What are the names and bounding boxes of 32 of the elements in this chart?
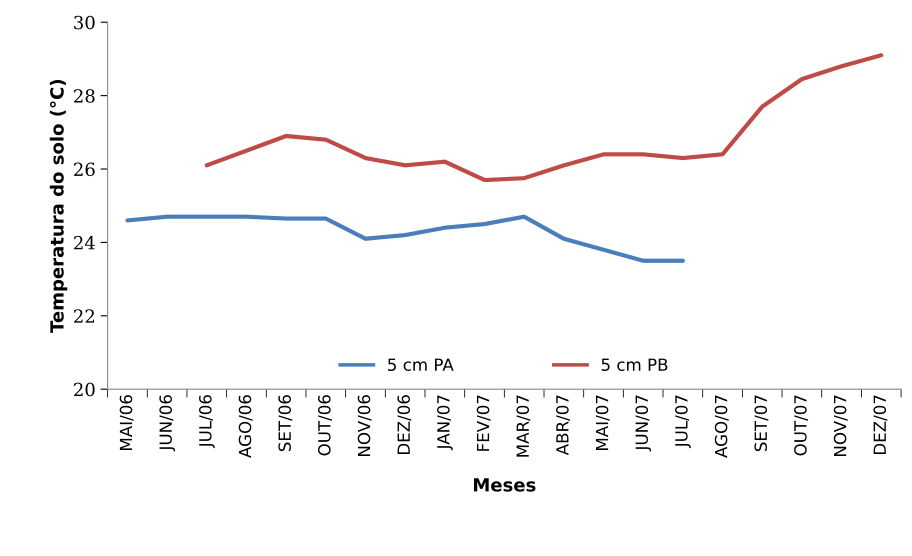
x-tick-label: MAI/06 <box>120 395 134 450</box>
x-tick-label: MAR/07 <box>516 395 530 457</box>
x-tick-label: NOV/07 <box>834 395 848 456</box>
x-tick-label: MAI/07 <box>596 395 610 450</box>
x-tick-label: DEZ/06 <box>397 395 412 454</box>
x-tick-label: JAN/07 <box>437 395 453 450</box>
x-tick-label: JUN/06 <box>159 395 176 452</box>
x-axis-title: Meses <box>474 478 536 492</box>
legend-label: 5 cm PA <box>388 358 454 371</box>
y-tick-label: 20 <box>74 382 95 396</box>
line-series <box>204 53 884 182</box>
y-tick-label: 28 <box>74 89 95 103</box>
line-series <box>125 214 685 263</box>
y-tick-label: 24 <box>74 236 95 250</box>
x-tick-label: SET/06 <box>278 395 292 452</box>
x-tick-label: AGO/06 <box>238 395 253 458</box>
y-tick-label: 22 <box>74 309 94 323</box>
y-tick-label: 30 <box>74 16 95 30</box>
x-tick-label: OUT/06 <box>318 395 332 456</box>
x-tick-label: ABR/07 <box>556 395 570 456</box>
x-tick-label: JUL/06 <box>199 395 215 448</box>
legend-label: 5 cm PB <box>602 358 668 371</box>
y-axis-title: Temperatura do solo (°C) <box>50 80 68 333</box>
x-tick-label: FEV/07 <box>476 395 491 451</box>
x-tick-label: SET/07 <box>754 395 768 452</box>
x-tick-label: NOV/06 <box>358 395 372 456</box>
x-tick-label: JUN/07 <box>635 395 652 452</box>
x-tick-label: AGO/07 <box>714 395 729 458</box>
y-tick-label: 26 <box>74 162 95 176</box>
x-tick-label: OUT/07 <box>794 395 808 456</box>
x-tick-label: DEZ/07 <box>873 395 888 454</box>
x-tick-label: JUL/07 <box>675 395 691 448</box>
